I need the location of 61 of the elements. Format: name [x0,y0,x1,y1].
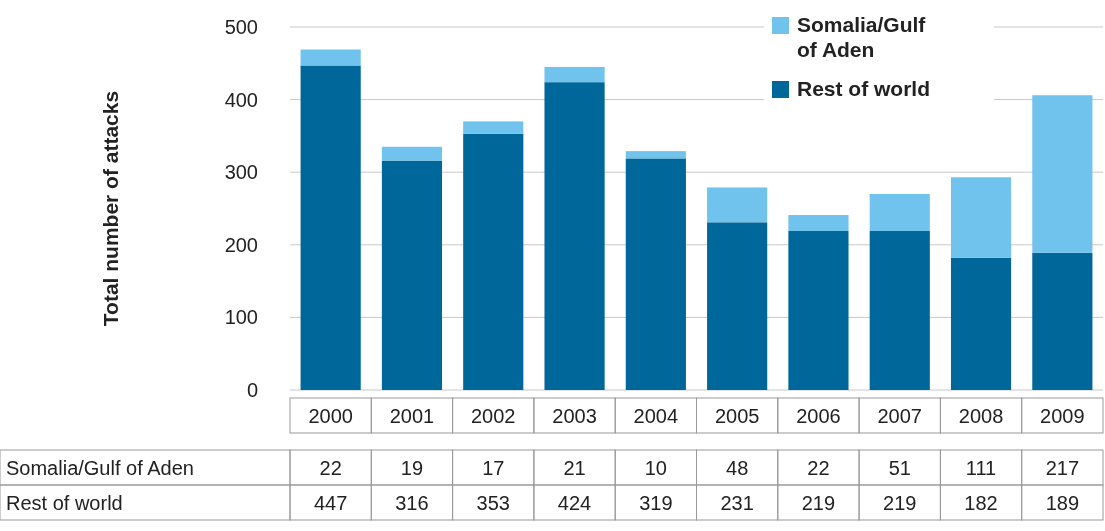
x-tick-label: 2007 [877,404,922,427]
bar [625,158,686,390]
data-label: 182 [964,491,998,514]
bar [869,193,930,232]
y-tick-label: 200 [224,233,258,256]
text: Rest of world [6,491,123,514]
bar [788,231,849,390]
data-label: 22 [807,456,830,479]
bar [707,187,768,223]
x-tick-label: 2005 [714,404,760,427]
bar [463,133,524,390]
x-tick-label: 2008 [958,404,1004,427]
data-label: 111 [965,456,997,479]
y-tick-label: 0 [246,379,258,401]
text: Somalia/Gulf of Aden [6,456,194,479]
data-label: 319 [639,491,673,514]
y-tick-label: 500 [224,16,258,38]
bar [463,121,524,134]
bar [544,82,605,390]
x-tick-label: 2002 [471,404,516,427]
legend-label: Somalia/Gulf of Aden [797,13,927,61]
bar [1032,95,1093,253]
bar [625,151,686,159]
bar [300,49,361,66]
bar [707,222,768,390]
data-label: 189 [1045,491,1080,514]
data-label: 217 [1045,456,1080,479]
data-label: 219 [801,491,836,514]
data-label: 353 [476,491,510,514]
y-tick-label: 100 [224,306,258,329]
bar [950,177,1012,258]
x-tick-label: 2006 [796,404,841,427]
data-label: 22 [319,456,342,479]
y-axis-title: Total number of attacks [99,90,122,327]
x-tick-label: 2003 [552,404,597,427]
data-label: 424 [557,491,592,514]
x-tick-label: 2004 [633,404,679,427]
x-tick-label: 2009 [1040,404,1085,427]
bar [1032,252,1093,390]
data-label: 51 [888,456,911,479]
bar [869,231,930,390]
data-label: 21 [563,456,586,479]
bar [788,215,849,232]
bar [544,66,605,83]
bar [381,160,443,390]
x-tick-label: 2001 [389,404,435,427]
bar [300,65,361,390]
data-label: 17 [482,456,505,479]
data-label: 231 [720,491,754,514]
x-tick-label: 2000 [308,404,353,427]
y-tick-label: 400 [224,88,258,111]
data-label: 10 [644,456,667,479]
data-label: 447 [313,491,348,514]
data-label: 219 [883,491,917,514]
bar [950,257,1012,390]
data-label: 316 [395,491,429,514]
y-tick-label: 300 [224,161,258,184]
legend-label: Rest of world [797,77,931,100]
data-label: 48 [726,456,749,479]
bar [381,146,443,161]
data-label: 19 [400,456,424,479]
